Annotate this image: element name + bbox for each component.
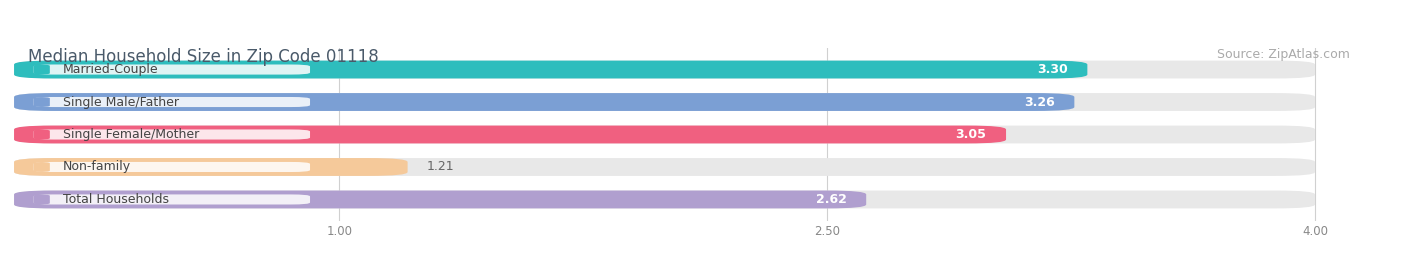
Text: Single Male/Father: Single Male/Father [63,95,179,108]
Text: 3.05: 3.05 [956,128,987,141]
Text: Source: ZipAtlas.com: Source: ZipAtlas.com [1218,48,1350,61]
FancyBboxPatch shape [14,61,1315,79]
Text: Married-Couple: Married-Couple [63,63,159,76]
Text: 3.26: 3.26 [1024,95,1054,108]
Text: Single Female/Mother: Single Female/Mother [63,128,200,141]
FancyBboxPatch shape [14,158,408,176]
FancyBboxPatch shape [34,97,49,107]
FancyBboxPatch shape [14,126,1315,143]
Text: 3.30: 3.30 [1038,63,1067,76]
FancyBboxPatch shape [14,190,866,208]
FancyBboxPatch shape [14,93,1074,111]
FancyBboxPatch shape [14,93,1315,111]
FancyBboxPatch shape [34,194,311,204]
FancyBboxPatch shape [34,129,311,140]
FancyBboxPatch shape [14,61,1087,79]
FancyBboxPatch shape [34,162,49,172]
Text: 2.62: 2.62 [815,193,846,206]
Text: 1.21: 1.21 [427,161,454,174]
FancyBboxPatch shape [14,158,1315,176]
FancyBboxPatch shape [34,129,49,140]
FancyBboxPatch shape [34,194,49,204]
FancyBboxPatch shape [34,65,311,75]
FancyBboxPatch shape [34,162,311,172]
FancyBboxPatch shape [14,126,1007,143]
FancyBboxPatch shape [34,65,49,75]
FancyBboxPatch shape [14,190,1315,208]
Text: Median Household Size in Zip Code 01118: Median Household Size in Zip Code 01118 [28,48,378,66]
Text: Non-family: Non-family [63,161,131,174]
FancyBboxPatch shape [34,97,311,107]
Text: Total Households: Total Households [63,193,169,206]
